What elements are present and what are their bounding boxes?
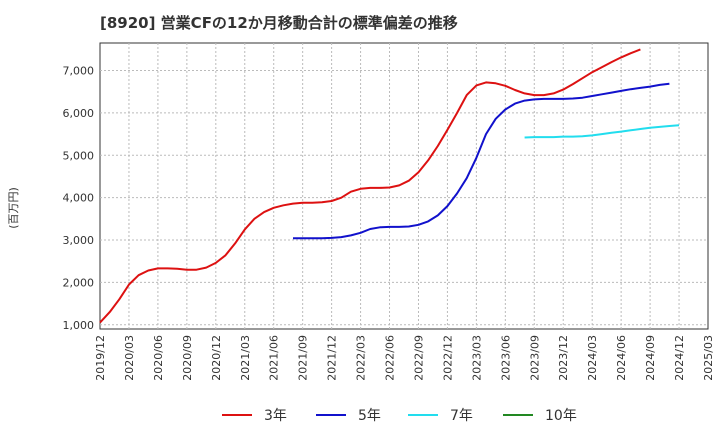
x-tick-label: 2021/03	[239, 335, 252, 381]
y-tick-label: 7,000	[63, 65, 95, 78]
x-axis-ticks: 2019/12 2020/03 2020/06 2020/09 2020/12 2021/…	[94, 335, 715, 381]
y-tick-label: 4,000	[63, 192, 95, 205]
x-tick-label: 2024/06	[615, 335, 628, 381]
x-tick-label: 2024/03	[586, 335, 599, 381]
y-tick-label: 5,000	[63, 149, 95, 162]
y-axis-ticks: 1,000 2,000 3,000 4,000 5,000 6,000 7,000	[63, 65, 95, 332]
series-lines	[99, 48, 680, 324]
legend-label: 10年	[545, 408, 577, 424]
x-tick-label: 2024/12	[673, 335, 686, 381]
chart-title: [8920] 営業CFの12か月移動合計の標準偏差の推移	[100, 14, 458, 32]
legend: 3年 5年 7年 10年	[222, 408, 577, 424]
x-tick-label: 2022/03	[355, 335, 368, 381]
x-tick-label: 2024/09	[644, 335, 657, 381]
x-tick-label: 2023/09	[528, 335, 541, 381]
legend-label: 5年	[358, 408, 381, 424]
series-line-7年	[524, 124, 680, 139]
legend-label: 3年	[264, 408, 287, 424]
x-tick-label: 2023/03	[470, 335, 483, 381]
x-tick-label: 2021/09	[297, 335, 310, 381]
y-tick-label: 3,000	[63, 234, 95, 247]
x-tick-label: 2022/09	[412, 335, 425, 381]
y-axis-label: (百万円)	[7, 187, 20, 229]
x-tick-label: 2019/12	[94, 335, 107, 381]
x-tick-label: 2020/03	[123, 335, 136, 381]
x-tick-label: 2020/09	[181, 335, 194, 381]
x-tick-label: 2020/12	[210, 335, 223, 381]
x-tick-label: 2025/03	[702, 335, 715, 381]
x-tick-label: 2023/12	[557, 335, 570, 381]
series-line-5年	[293, 82, 670, 240]
x-tick-label: 2021/12	[326, 335, 339, 381]
plot-frame	[99, 42, 709, 330]
x-tick-label: 2023/06	[499, 335, 512, 381]
gridlines	[100, 43, 708, 329]
y-tick-label: 2,000	[63, 276, 95, 289]
series-line-3年	[99, 48, 641, 324]
x-tick-label: 2022/06	[384, 335, 397, 381]
x-tick-label: 2022/12	[441, 335, 454, 381]
x-tick-label: 2021/06	[268, 335, 281, 381]
y-tick-label: 1,000	[63, 319, 95, 332]
x-tick-label: 2020/06	[152, 335, 165, 381]
legend-label: 7年	[450, 408, 473, 424]
y-tick-label: 6,000	[63, 107, 95, 120]
